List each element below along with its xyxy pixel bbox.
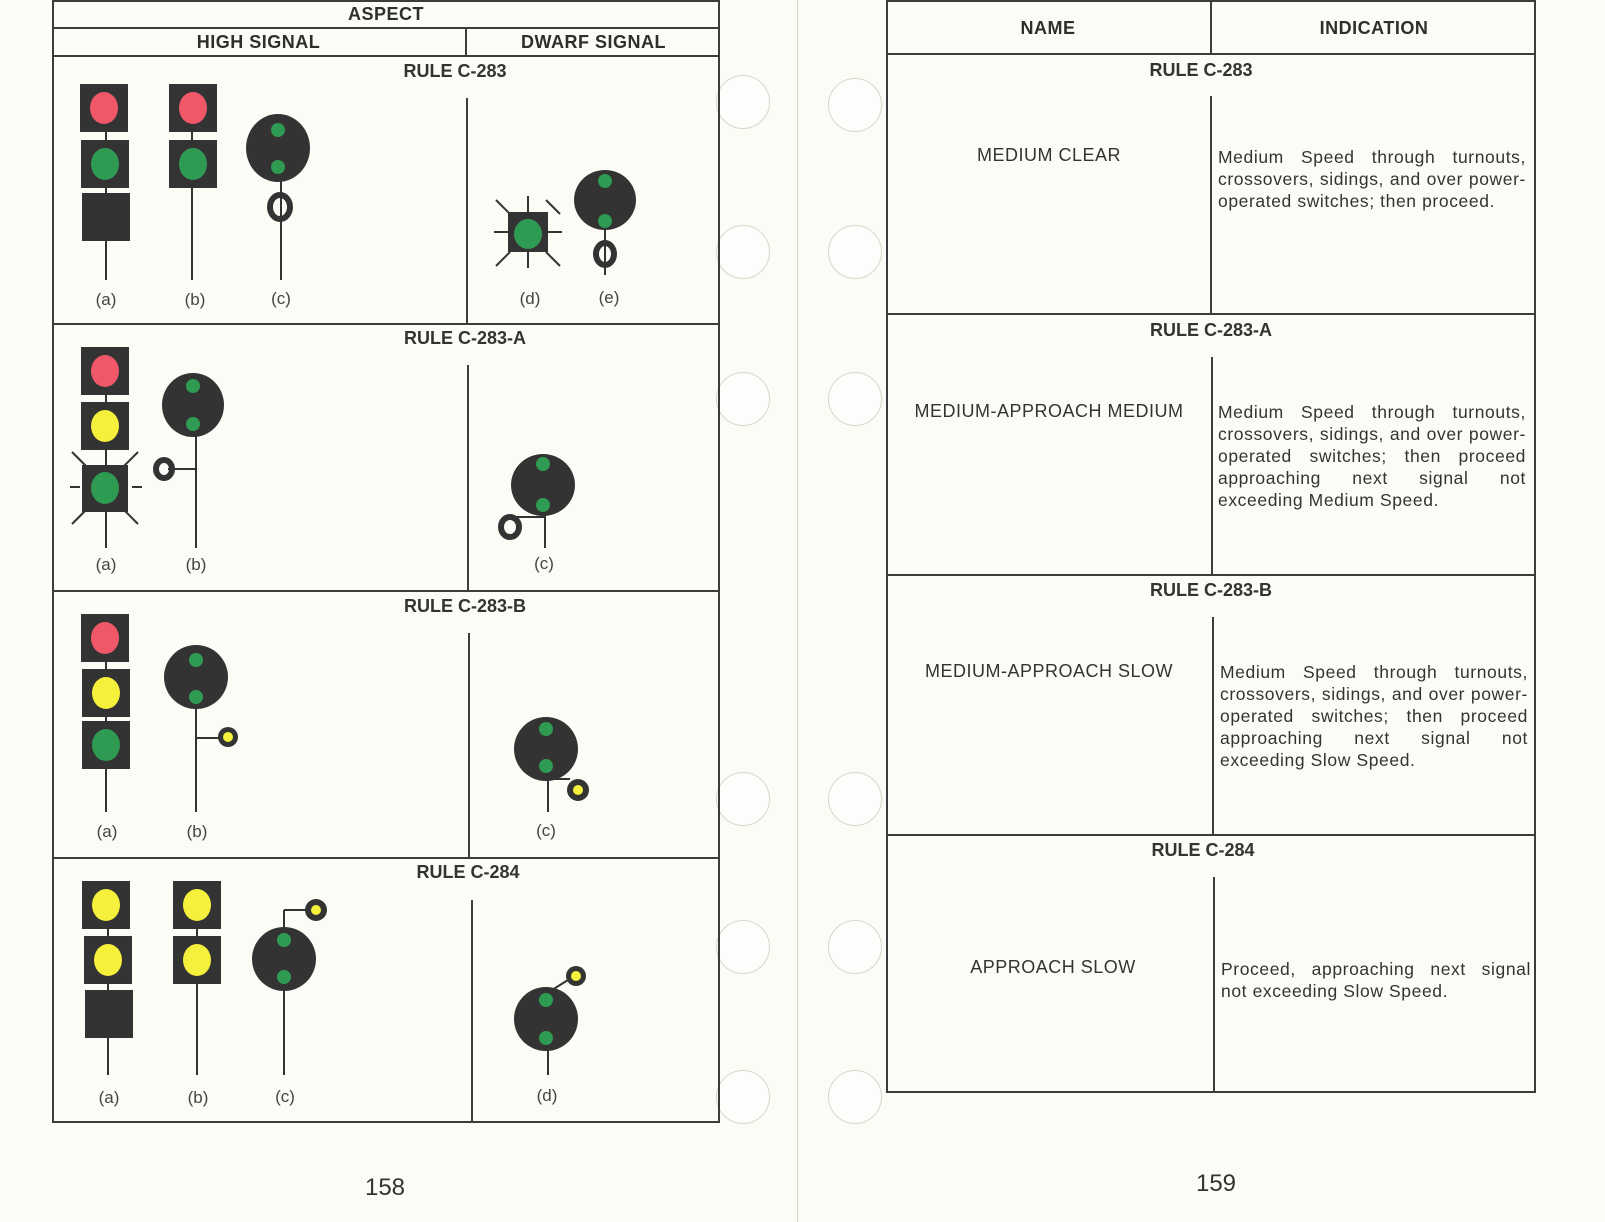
high-signal-b-icon bbox=[153, 373, 224, 548]
aspect-table bbox=[52, 0, 720, 1123]
table-rule bbox=[52, 590, 720, 592]
high-signal-a-icon bbox=[70, 347, 142, 548]
column-divider bbox=[1210, 0, 1212, 53]
rule-title: RULE C-283 bbox=[1149, 60, 1253, 80]
rule-title: RULE C-283-B bbox=[403, 596, 527, 616]
column-divider bbox=[1212, 617, 1214, 834]
signal-label: (d) bbox=[519, 289, 541, 308]
high-signal-a-icon bbox=[80, 84, 130, 280]
name-indication-table bbox=[886, 0, 1536, 1093]
signal-label: (d) bbox=[536, 1086, 558, 1105]
signal-label: (a) bbox=[96, 822, 118, 841]
table-rule bbox=[52, 55, 720, 57]
indication-text: Medium Speed through turnouts, crossover… bbox=[1218, 402, 1526, 510]
signal-label: (a) bbox=[95, 290, 117, 309]
column-divider bbox=[1210, 96, 1212, 313]
binder-hole bbox=[716, 225, 770, 279]
table-rule bbox=[52, 0, 720, 2]
indication-text: Medium Speed through turnouts, crossover… bbox=[1220, 662, 1528, 770]
binder-hole bbox=[828, 1070, 882, 1124]
binder-hole bbox=[716, 372, 770, 426]
signal-label: (c) bbox=[534, 554, 554, 573]
rule-title: RULE C-283-A bbox=[1149, 320, 1273, 340]
signal-label: (b) bbox=[184, 290, 206, 309]
rule-title: RULE C-283 bbox=[403, 61, 507, 81]
page-number: 158 bbox=[364, 1174, 406, 1201]
aspect-name: MEDIUM-APPROACH SLOW bbox=[924, 661, 1174, 681]
dwarf-signal-c-icon bbox=[498, 454, 575, 548]
signal-label: (a) bbox=[95, 555, 117, 574]
aspect-header: ASPECT bbox=[347, 4, 424, 24]
table-rule bbox=[888, 834, 1536, 836]
table-rule bbox=[887, 574, 1536, 576]
dwarf-signal-header: DWARF SIGNAL bbox=[521, 32, 666, 52]
signal-label: (c) bbox=[271, 289, 291, 308]
aspect-name: APPROACH SLOW bbox=[970, 957, 1136, 977]
binder-hole bbox=[828, 372, 882, 426]
signal-label: (b) bbox=[186, 822, 208, 841]
column-divider bbox=[465, 27, 467, 55]
column-divider bbox=[1211, 357, 1213, 574]
table-rule bbox=[52, 857, 720, 859]
signal-label: (c) bbox=[536, 821, 556, 840]
table-rule bbox=[52, 323, 720, 325]
high-signal-c-icon bbox=[252, 899, 327, 1075]
binder-hole bbox=[828, 920, 882, 974]
binder-hole bbox=[716, 772, 770, 826]
dwarf-signal-d-icon bbox=[494, 196, 562, 268]
binder-hole bbox=[716, 75, 770, 129]
binder-hole bbox=[716, 1070, 770, 1124]
dwarf-signal-e-icon bbox=[574, 170, 636, 275]
rule-title: RULE C-284 bbox=[1151, 840, 1255, 860]
left-page: ASPECT HIGH SIGNAL DWARF SIGNAL RULE C-2… bbox=[0, 0, 797, 1222]
binder-hole bbox=[828, 772, 882, 826]
column-divider bbox=[468, 633, 470, 857]
table-rule bbox=[887, 313, 1536, 315]
column-divider bbox=[466, 98, 468, 323]
high-signal-b-icon bbox=[173, 881, 221, 1075]
indication-header: INDICATION bbox=[1319, 18, 1429, 38]
high-signal-a-icon bbox=[81, 614, 130, 812]
signal-label: (b) bbox=[187, 1088, 209, 1107]
high-signal-header: HIGH SIGNAL bbox=[196, 32, 321, 52]
rule-title: RULE C-283-B bbox=[1149, 580, 1273, 600]
table-rule bbox=[52, 27, 720, 29]
column-divider bbox=[1213, 877, 1215, 1093]
signal-label: (c) bbox=[275, 1087, 295, 1106]
rule-title: RULE C-284 bbox=[416, 862, 520, 882]
binder-hole bbox=[828, 225, 882, 279]
signal-label: (b) bbox=[185, 555, 207, 574]
column-divider bbox=[467, 365, 469, 590]
aspect-name: MEDIUM CLEAR bbox=[976, 145, 1121, 165]
signal-diagrams-c283 bbox=[70, 84, 636, 1075]
page-number: 159 bbox=[1195, 1170, 1237, 1197]
table-rule bbox=[886, 53, 1536, 55]
binder-hole bbox=[828, 78, 882, 132]
rule-title: RULE C-283-A bbox=[403, 328, 527, 348]
indication-text: Medium Speed through turnouts, crossover… bbox=[1218, 147, 1526, 211]
high-signal-b-icon bbox=[164, 645, 238, 812]
high-signal-c-icon bbox=[246, 114, 310, 280]
name-header: NAME bbox=[1020, 18, 1076, 38]
dwarf-signal-d-icon bbox=[514, 966, 586, 1075]
high-signal-a-icon bbox=[82, 881, 133, 1075]
binder-hole bbox=[716, 920, 770, 974]
aspect-name: MEDIUM-APPROACH MEDIUM bbox=[914, 401, 1184, 421]
indication-text: Proceed, approaching next signal not exc… bbox=[1221, 959, 1531, 1001]
column-divider bbox=[471, 900, 473, 1123]
book-spine bbox=[797, 0, 798, 1222]
high-signal-b-icon bbox=[169, 84, 217, 280]
signal-label: (a) bbox=[98, 1088, 120, 1107]
dwarf-signal-c-icon bbox=[514, 717, 589, 812]
signal-label: (e) bbox=[598, 288, 620, 307]
